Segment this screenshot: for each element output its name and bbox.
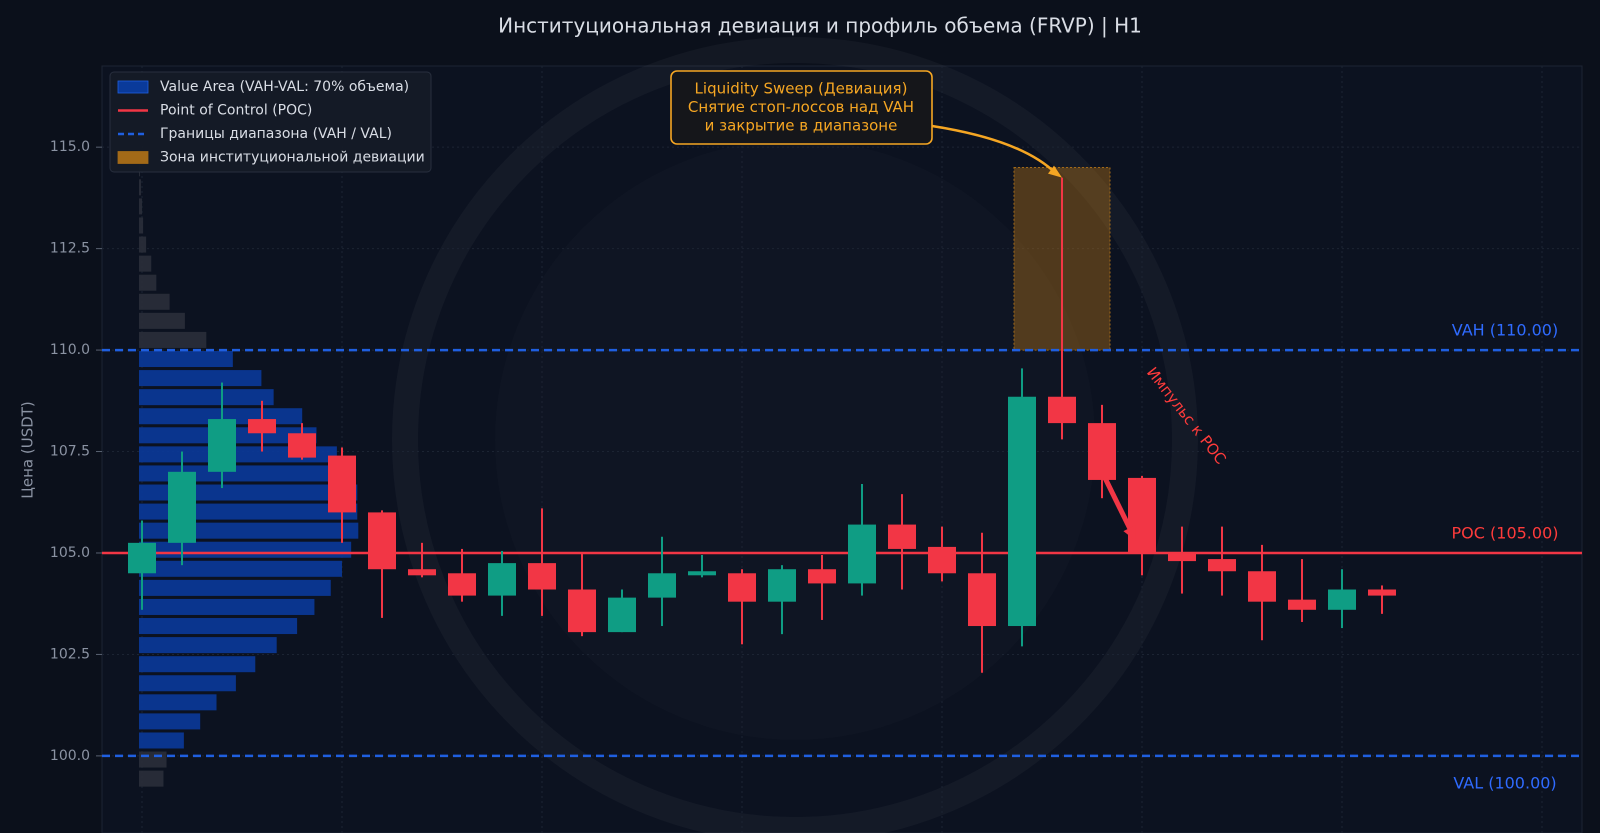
profile-bar (139, 675, 236, 692)
y-tick-label: 115.0 (50, 139, 90, 155)
profile-bar (139, 331, 207, 348)
profile-bar (139, 446, 337, 463)
profile-bar (139, 236, 147, 253)
profile-bar (139, 370, 262, 387)
candle-body (488, 563, 516, 596)
plot-area (101, 65, 1583, 833)
annotation-text: и закрытие в диапазоне (705, 117, 898, 135)
candle-body (568, 589, 596, 633)
annotation-arrowhead (1048, 165, 1062, 178)
profile-bar (139, 656, 256, 673)
profile-bar (139, 560, 342, 577)
level-label: VAH (110.00) (1452, 321, 1558, 340)
level-label: VAL (100.00) (1453, 773, 1556, 792)
candle-body (1288, 599, 1316, 610)
y-tick-label: 107.5 (50, 444, 90, 460)
profile-bar (139, 637, 277, 654)
profile-bar (139, 389, 274, 406)
legend-box (109, 71, 432, 173)
y-tick-label: 100.0 (50, 748, 90, 764)
annotation-text: Liquidity Sweep (Девиация) (695, 80, 908, 98)
y-axis-label: Цена (USDT) (19, 401, 37, 499)
profile-bar (139, 293, 170, 310)
annotation-box (670, 70, 933, 145)
profile-bar (139, 579, 331, 596)
candle-body (1368, 589, 1396, 596)
candle-body (648, 573, 676, 598)
candle-body (888, 524, 916, 549)
candle-body (1168, 552, 1196, 562)
candle-body (288, 433, 316, 458)
candle-body (1128, 477, 1156, 553)
profile-bar (139, 312, 185, 329)
legend-swatch (117, 151, 149, 164)
candle-body (728, 573, 756, 602)
candle-body (608, 597, 636, 633)
candle-body (848, 524, 876, 584)
profile-bar (139, 598, 315, 615)
legend-label: Зона институциональной девиации (160, 150, 425, 166)
profile-bar (139, 255, 152, 272)
legend-swatch (117, 80, 149, 94)
candle-body (248, 419, 276, 434)
candle-body (128, 542, 156, 574)
candle-body (368, 512, 396, 570)
candle-body (208, 419, 236, 472)
profile-bar (139, 274, 157, 291)
y-tick-label: 110.0 (50, 342, 90, 358)
candle-body (808, 569, 836, 584)
chart-title: Институциональная девиация и профиль объ… (498, 14, 1142, 38)
profile-bar (139, 179, 142, 196)
profile-bar (139, 198, 143, 215)
profile-bar (139, 751, 167, 768)
annotation-arrow (931, 124, 1057, 175)
profile-bar (139, 770, 164, 787)
candle-body (168, 471, 196, 543)
profile-bar (139, 217, 144, 234)
profile-bar (139, 350, 233, 368)
candle-body (968, 573, 996, 627)
candle-body (1048, 396, 1076, 424)
profile-bar (139, 694, 217, 711)
annotation-text: Снятие стоп-лоссов над VAH (688, 98, 914, 116)
impulse-arrow (1089, 450, 1134, 534)
legend-label: Value Area (VAH-VAL: 70% объема) (160, 79, 409, 95)
y-tick-label: 105.0 (50, 545, 90, 561)
candle-body (528, 563, 556, 590)
candle-body (928, 546, 956, 574)
legend-label: Point of Control (POC) (160, 103, 312, 119)
candle-body (1008, 396, 1036, 627)
marks (102, 160, 1582, 787)
y-tick-label: 102.5 (50, 646, 90, 662)
impulse-arrowhead (1123, 524, 1136, 541)
candle-body (408, 569, 436, 576)
candle-body (1248, 571, 1276, 602)
candle-body (688, 571, 716, 576)
candle-body (328, 455, 356, 513)
candle-body (1208, 559, 1236, 572)
overlay: VAH (110.00) POC (105.00) VAL (100.00) Liqu… (109, 70, 1559, 792)
watermark (495, 140, 1095, 740)
profile-bar (139, 541, 352, 558)
candle-body (768, 569, 796, 602)
candle-body (1328, 589, 1356, 610)
level-label: POC (105.00) (1452, 523, 1559, 542)
legend-label: Границы диапазона (VAH / VAL) (160, 126, 392, 142)
profile-bar (139, 713, 201, 730)
profile-bar (139, 618, 298, 635)
profile-bar (139, 732, 184, 749)
y-tick-label: 112.5 (50, 241, 90, 257)
candle-body (448, 573, 476, 596)
